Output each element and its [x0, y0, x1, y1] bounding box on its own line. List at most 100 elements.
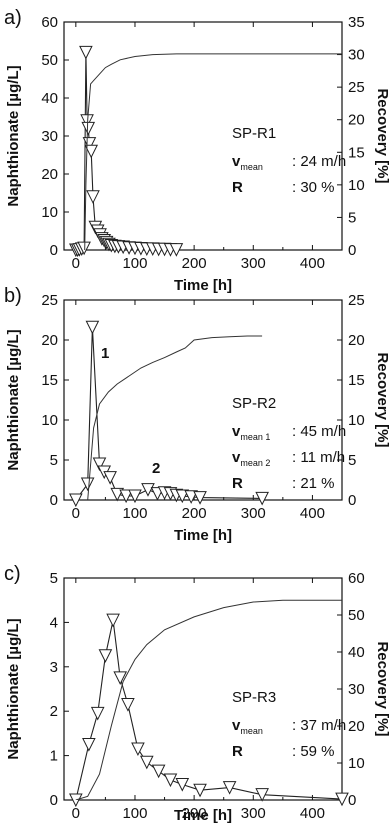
- panel-label: b): [4, 285, 22, 307]
- y-tick-label: 2: [50, 703, 58, 720]
- y2-axis-label: Recovery [%]: [374, 641, 390, 736]
- x-tick-label: 200: [182, 255, 207, 272]
- data-point: [81, 121, 96, 136]
- y-tick-label: 20: [41, 332, 58, 349]
- x-tick-label: 0: [72, 805, 80, 822]
- plot-frame: [63, 21, 343, 251]
- y2-tick-label: 20: [348, 332, 365, 349]
- concentration-line: [75, 620, 342, 800]
- data-point: [175, 777, 190, 792]
- y2-tick-label: 40: [348, 644, 365, 661]
- data-point: [121, 698, 135, 712]
- annotation-value: : 30 %: [292, 179, 335, 196]
- y2-tick-label: 60: [348, 570, 365, 587]
- annotation-value: : 11 m/h: [292, 449, 345, 466]
- y-tick-label: 5: [50, 452, 58, 469]
- y-tick-label: 20: [41, 166, 58, 183]
- data-point: [255, 788, 269, 802]
- data-point: [80, 114, 94, 128]
- data-point: [98, 649, 113, 663]
- data-point: [86, 190, 100, 204]
- annotation-value: : 37 m/h: [292, 717, 346, 734]
- annotation-symbol: R: [232, 743, 243, 760]
- data-point: [255, 491, 269, 506]
- annotation-value: : 59 %: [292, 743, 335, 760]
- data-point: [119, 489, 133, 504]
- data-point: [163, 773, 178, 788]
- x-axis-label: Time [h]: [174, 807, 232, 824]
- site-label: SP-R1: [232, 125, 276, 142]
- annotation-symbol: vmean: [232, 153, 263, 172]
- x-tick-label: 0: [72, 255, 80, 272]
- annotation-symbol: vmean: [232, 717, 263, 736]
- y2-tick-label: 30: [348, 47, 365, 64]
- data-point: [69, 493, 83, 508]
- data-point: [131, 742, 145, 757]
- data-point: [82, 137, 97, 151]
- data-point: [222, 781, 237, 795]
- y2-tick-label: 5: [348, 452, 356, 469]
- data-point: [193, 491, 207, 505]
- y2-tick-label: 10: [348, 177, 365, 194]
- recovery-line: [84, 53, 342, 250]
- data-point: [184, 490, 198, 504]
- data-point: [128, 489, 142, 504]
- y2-tick-label: 10: [348, 412, 365, 429]
- peak-number: 1: [101, 345, 109, 362]
- y2-tick-label: 0: [348, 242, 356, 259]
- data-point: [175, 489, 190, 504]
- data-point: [79, 45, 93, 60]
- data-point: [169, 243, 184, 257]
- y2-tick-label: 15: [348, 144, 365, 161]
- y-tick-label: 25: [41, 292, 58, 309]
- y-tick-label: 10: [41, 204, 58, 221]
- data-point: [90, 706, 105, 721]
- panel-label: a): [4, 7, 22, 29]
- x-tick-label: 100: [122, 805, 147, 822]
- x-tick-label: 0: [72, 505, 80, 522]
- y-tick-label: 3: [50, 659, 58, 676]
- plot-frame: [63, 577, 343, 801]
- y2-tick-label: 5: [348, 209, 356, 226]
- y-axis-label: Naphthionate [µg/L]: [5, 618, 22, 759]
- annotation-symbol: vmean 2: [232, 449, 270, 468]
- data-point: [84, 144, 99, 159]
- y-tick-label: 1: [50, 748, 58, 765]
- data-point: [151, 764, 166, 779]
- peak-number: 2: [152, 460, 160, 477]
- y-tick-label: 0: [50, 492, 58, 509]
- x-tick-label: 300: [241, 805, 266, 822]
- y-tick-label: 15: [41, 372, 58, 389]
- y2-tick-label: 15: [348, 372, 365, 389]
- data-point: [85, 320, 100, 335]
- annotation-symbol: R: [232, 179, 243, 196]
- x-tick-label: 400: [300, 255, 325, 272]
- y-tick-label: 0: [50, 792, 58, 809]
- x-axis-label: Time [h]: [174, 527, 232, 544]
- data-point: [92, 457, 107, 472]
- data-point: [77, 241, 91, 256]
- y-axis-label: Naphthionate [µg/L]: [5, 329, 22, 470]
- y2-tick-label: 25: [348, 79, 365, 96]
- plot-frame: [63, 299, 343, 501]
- x-tick-label: 300: [241, 505, 266, 522]
- data-point: [141, 483, 155, 497]
- x-tick-label: 200: [182, 505, 207, 522]
- y2-tick-label: 0: [348, 492, 356, 509]
- x-tick-label: 100: [122, 255, 147, 272]
- y-tick-label: 4: [50, 614, 58, 631]
- data-point: [193, 783, 207, 798]
- x-tick-label: 200: [182, 805, 207, 822]
- y2-tick-label: 35: [348, 14, 365, 31]
- y2-tick-label: 20: [348, 718, 365, 735]
- y2-tick-label: 30: [348, 681, 365, 698]
- panel-a: a) 0 100 200 300 400 0 10 20 30 40 50 60 0 5 10 15 20 25 30…: [4, 7, 390, 294]
- data-point: [80, 477, 95, 492]
- y-axis-label: Naphthionate [µg/L]: [5, 65, 22, 206]
- y-tick-label: 50: [41, 52, 58, 69]
- annotation-value: : 45 m/h: [292, 423, 346, 440]
- annotation-symbol: R: [232, 475, 243, 492]
- data-point: [139, 755, 154, 770]
- x-axis-label: Time [h]: [174, 277, 232, 294]
